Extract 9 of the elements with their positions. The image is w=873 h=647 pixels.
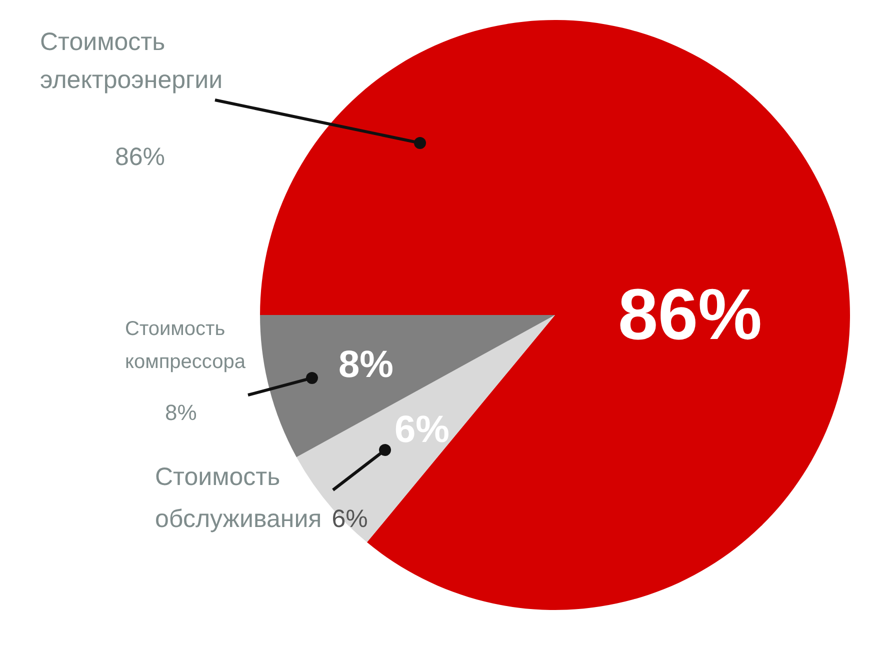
slice-label: Стоимость обслуживания	[155, 463, 322, 533]
pie-slice	[260, 315, 555, 458]
slice-label: Стоимость компрессора	[125, 318, 246, 373]
slice-label: Стоимость электроэнергии	[40, 28, 223, 94]
text: 8%	[165, 400, 197, 425]
data-label: 86%	[618, 275, 762, 355]
text: 6%	[332, 505, 368, 533]
data-label: 8%	[338, 344, 394, 386]
text: 86%	[115, 143, 166, 171]
